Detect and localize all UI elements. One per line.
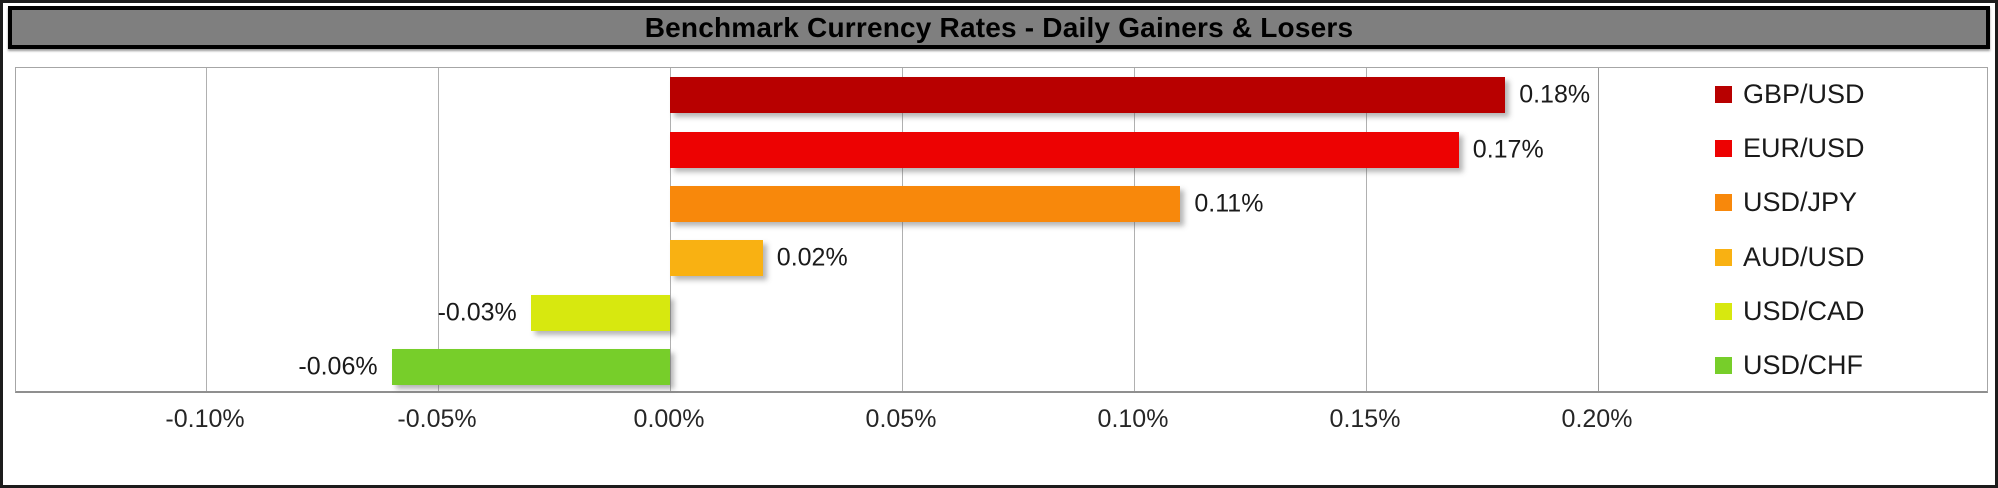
gridline-0.20 bbox=[1598, 68, 1599, 391]
legend-swatch-icon bbox=[1715, 140, 1732, 157]
bar-eur-usd bbox=[670, 131, 1459, 168]
gridline--0.10 bbox=[206, 68, 207, 391]
legend-label: USD/CHF bbox=[1743, 350, 1863, 381]
legend-item-usd-chf: USD/CHF bbox=[1715, 350, 1863, 381]
x-tick-label-0.00: 0.00% bbox=[633, 405, 705, 433]
legend-item-eur-usd: EUR/USD bbox=[1715, 133, 1865, 164]
value-label-usd-chf: -0.06% bbox=[298, 352, 378, 381]
legend-swatch-icon bbox=[1715, 357, 1732, 375]
x-tick-label--0.10: -0.10% bbox=[165, 405, 245, 433]
x-tick-label--0.05: -0.05% bbox=[397, 405, 477, 433]
legend-item-gbp-usd: GBP/USD bbox=[1715, 79, 1865, 109]
legend-item-usd-cad: USD/CAD bbox=[1715, 296, 1865, 327]
chart-title: Benchmark Currency Rates - Daily Gainers… bbox=[644, 11, 1354, 43]
legend-label: GBP/USD bbox=[1743, 78, 1865, 109]
bar-usd-chf bbox=[391, 348, 670, 385]
legend-swatch-icon bbox=[1715, 85, 1732, 103]
gridline--0.05 bbox=[438, 68, 439, 391]
legend-label: USD/JPY bbox=[1743, 187, 1858, 218]
legend-item-usd-jpy: USD/JPY bbox=[1715, 187, 1858, 218]
gridline-0.15 bbox=[1366, 68, 1367, 391]
gridline-0.10 bbox=[1134, 68, 1135, 391]
value-label-usd-cad: -0.03% bbox=[437, 298, 517, 326]
bar-aud-usd bbox=[670, 240, 763, 277]
value-label-aud-usd: 0.02% bbox=[776, 243, 848, 272]
gridline-0.00 bbox=[670, 68, 671, 391]
chart-title-banner: Benchmark Currency Rates - Daily Gainers… bbox=[8, 6, 1990, 49]
bar-usd-cad bbox=[530, 294, 670, 331]
x-tick-label-0.20: 0.20% bbox=[1561, 405, 1633, 433]
bar-usd-jpy bbox=[670, 185, 1181, 222]
value-label-usd-jpy: 0.11% bbox=[1194, 189, 1264, 218]
value-label-eur-usd: 0.17% bbox=[1472, 135, 1544, 163]
legend-item-aud-usd: AUD/USD bbox=[1715, 242, 1865, 272]
plot-panel: 0.18% 0.17% 0.11% 0.02% -0.03% -0.06% bbox=[15, 67, 1988, 393]
gridline-0.05 bbox=[902, 68, 903, 391]
x-tick-label-0.05: 0.05% bbox=[865, 405, 937, 433]
x-tick-label-0.15: 0.15% bbox=[1329, 405, 1401, 433]
legend-label: EUR/USD bbox=[1743, 133, 1865, 163]
legend-swatch-icon bbox=[1715, 194, 1732, 212]
legend-label: USD/CAD bbox=[1743, 296, 1865, 326]
legend-swatch-icon bbox=[1715, 303, 1732, 320]
legend-swatch-icon bbox=[1715, 248, 1732, 266]
value-label-gbp-usd: 0.18% bbox=[1519, 80, 1591, 109]
legend-label: AUD/USD bbox=[1743, 241, 1865, 272]
x-tick-label-0.10: 0.10% bbox=[1097, 405, 1169, 433]
bar-gbp-usd bbox=[670, 77, 1506, 114]
